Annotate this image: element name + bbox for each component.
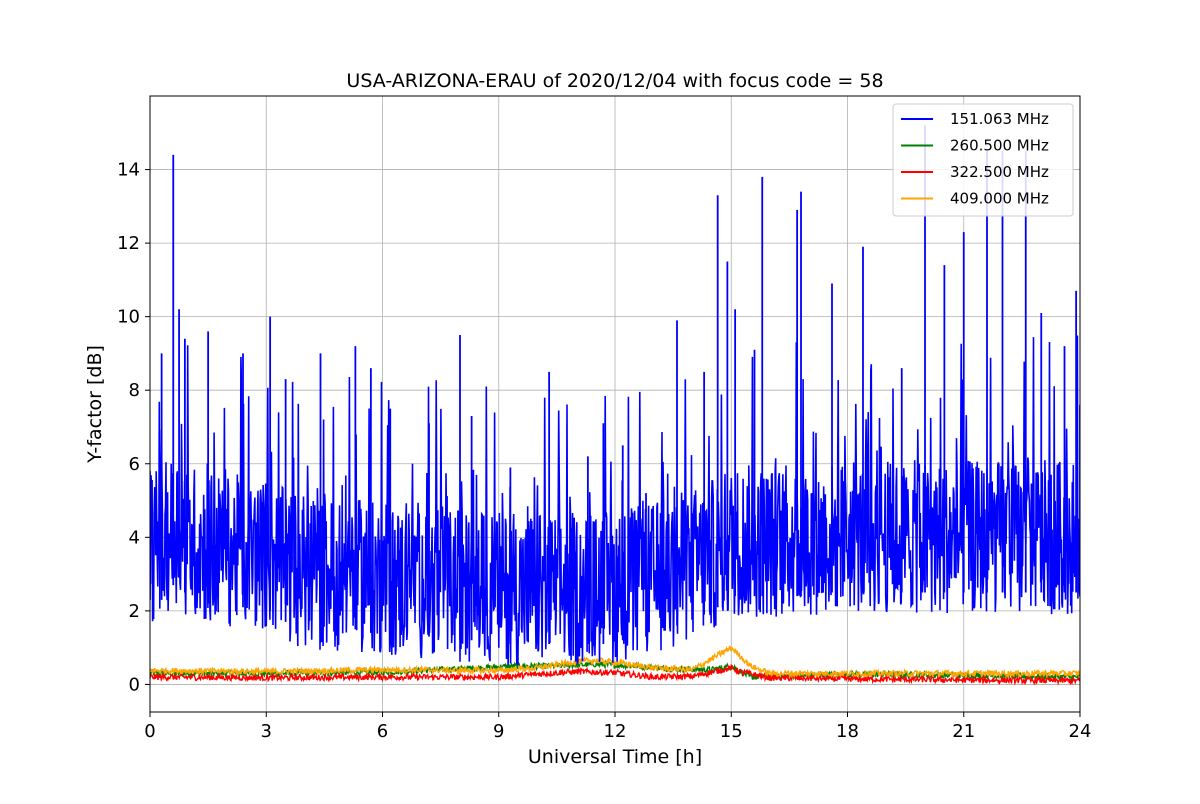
- plot-series: [150, 125, 1080, 686]
- x-tick-label: 0: [144, 721, 155, 742]
- legend-label: 151.063 MHz: [950, 110, 1049, 128]
- x-tick-label: 6: [377, 721, 388, 742]
- x-tick-label: 24: [1069, 721, 1092, 742]
- chart-title: USA-ARIZONA-ERAU of 2020/12/04 with focu…: [346, 70, 883, 92]
- y-tick-label: 2: [129, 601, 140, 622]
- y-tick-label: 10: [117, 307, 140, 328]
- series-line-322-500-mhz: [150, 664, 1080, 686]
- legend-label: 260.500 MHz: [950, 137, 1049, 155]
- legend-label: 409.000 MHz: [950, 190, 1049, 208]
- x-tick-label: 9: [493, 721, 504, 742]
- x-axis-label: Universal Time [h]: [528, 746, 702, 768]
- y-tick-label: 14: [117, 160, 140, 181]
- legend: 151.063 MHz 260.500 MHz 322.500 MHz 409.000…: [892, 103, 1074, 217]
- y-tick-label: 6: [129, 454, 140, 475]
- x-tick-label: 15: [720, 721, 743, 742]
- y-tick-label: 0: [129, 674, 140, 695]
- x-tick-label: 3: [261, 721, 272, 742]
- y-tick-label: 4: [129, 527, 140, 548]
- series-line-409-000-mhz: [150, 645, 1080, 679]
- x-tick-label: 18: [836, 721, 859, 742]
- y-tick-label: 12: [117, 233, 140, 254]
- y-tick-label: 8: [129, 380, 140, 401]
- x-tick-label: 21: [952, 721, 975, 742]
- x-tick-label: 12: [604, 721, 627, 742]
- y-axis-label: Y-factor [dB]: [84, 345, 106, 464]
- legend-label: 322.500 MHz: [950, 163, 1049, 181]
- legend-box: [892, 103, 1074, 217]
